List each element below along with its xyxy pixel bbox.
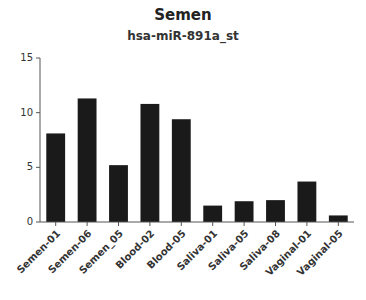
x-tick: [275, 222, 276, 226]
chart: Semenhsa-miR-891a_st051015Semen-01Semen-…: [0, 0, 366, 300]
x-tick: [55, 222, 56, 226]
x-tick: [149, 222, 150, 226]
bar: [78, 98, 97, 222]
y-tick-label: 0: [27, 216, 33, 227]
y-tick: [36, 58, 40, 59]
y-tick: [36, 222, 40, 223]
bar: [329, 215, 348, 222]
y-tick-label: 15: [20, 52, 33, 63]
x-tick: [244, 222, 245, 226]
bar: [109, 165, 128, 222]
y-tick: [36, 167, 40, 168]
bar: [172, 119, 191, 222]
chart-container: Semenhsa-miR-891a_st051015Semen-01Semen-…: [0, 0, 366, 300]
x-tick-label: Vaginal-05: [295, 228, 345, 278]
bar: [203, 206, 222, 222]
subtitle: hsa-miR-891a_st: [127, 29, 239, 44]
y-tick-label: 10: [20, 107, 33, 118]
bar: [235, 201, 254, 222]
y-tick: [36, 112, 40, 113]
x-tick: [87, 222, 88, 226]
bar: [266, 200, 285, 222]
bar: [297, 182, 316, 222]
bar: [46, 133, 65, 222]
title: Semen: [154, 6, 211, 24]
bars: [46, 98, 347, 222]
bar: [140, 104, 159, 222]
x-tick: [338, 222, 339, 226]
y-axis-line: [40, 58, 41, 222]
x-tick: [118, 222, 119, 226]
x-tick: [212, 222, 213, 226]
y-tick-label: 5: [27, 161, 33, 172]
x-tick: [306, 222, 307, 226]
x-tick: [181, 222, 182, 226]
